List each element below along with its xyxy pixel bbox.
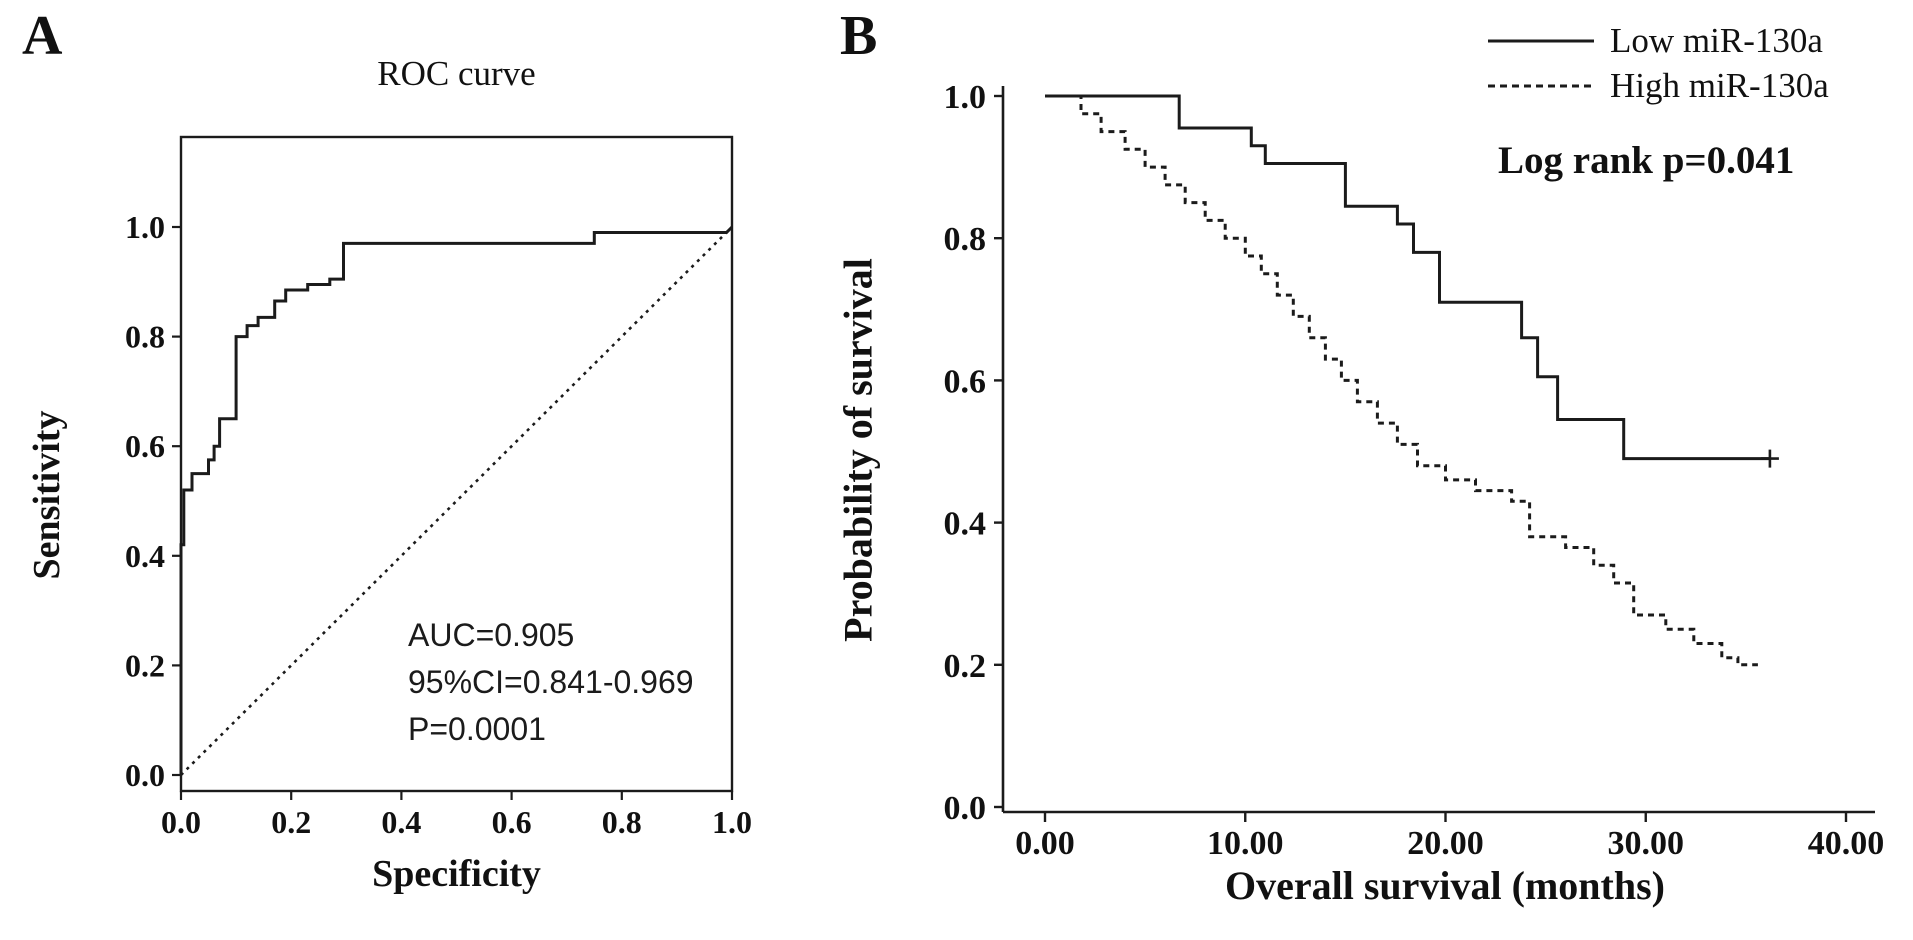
tick-label: 1.0 (944, 79, 987, 116)
tick-label: 0.2 (944, 648, 987, 685)
legend-label-low: Low miR-130a (1610, 20, 1823, 60)
tick-label: 0.4 (944, 506, 987, 543)
p-value: P=0.0001 (408, 711, 546, 747)
km-legend: Low miR-130a High miR-130a (1486, 18, 1829, 108)
km-x-axis-label: Overall survival (months) (1225, 863, 1665, 908)
tick-label: 0.2 (271, 804, 311, 840)
roc-title: ROC curve (377, 54, 536, 93)
panel-roc: A ROC curve 0.0 0.2 0.4 0.6 0.8 1.0 0.0 0.2 0.4 0… (0, 0, 810, 940)
tick-label: 1.0 (125, 209, 165, 245)
legend-item-high: High miR-130a (1486, 63, 1829, 108)
tick-label: 0.6 (944, 363, 987, 400)
tick-label: 30.00 (1608, 825, 1685, 860)
roc-curve (179, 225, 734, 775)
km-chart: 0.00 10.00 20.00 30.00 40.00 0.0 0.2 0.4 0.6 0.8 1… (944, 79, 1885, 860)
panel-survival: B Low miR-130a High miR-130a Log rank p=… (810, 0, 1913, 940)
km-high-curve (1045, 94, 1758, 667)
tick-label: 1.0 (712, 804, 752, 840)
tick-label: 40.00 (1808, 825, 1885, 860)
tick-label: 0.2 (125, 647, 165, 683)
roc-annotation: AUC=0.905 95%CI=0.841-0.969 P=0.0001 (408, 612, 694, 753)
tick-label: 0.0 (944, 790, 987, 827)
legend-label-high: High miR-130a (1610, 65, 1829, 105)
tick-label: 10.00 (1207, 825, 1284, 860)
tick-label: 0.8 (602, 804, 642, 840)
tick-label: 0.4 (125, 538, 165, 574)
tick-label: 0.0 (125, 757, 165, 793)
km-low-curve (1045, 94, 1770, 461)
reference-line (180, 226, 733, 776)
roc-y-axis-label: Sensitivity (26, 410, 68, 580)
tick-label: 0.8 (125, 319, 165, 355)
tick-label: 20.00 (1407, 825, 1484, 860)
roc-chart: 0.0 0.2 0.4 0.6 0.8 1.0 0.0 0.2 0.4 0.6 0.8 1.0 (125, 135, 752, 840)
panel-a-label: A (22, 5, 63, 67)
solid-line-sample (1488, 39, 1594, 42)
dashed-line-sample (1488, 84, 1594, 87)
legend-item-low: Low miR-130a (1486, 18, 1829, 63)
logrank-p-value: Log rank p=0.041 (1498, 139, 1795, 182)
roc-x-axis-label: Specificity (372, 853, 541, 895)
tick-label: 0.00 (1015, 825, 1075, 860)
km-y-axis-label: Probability of survival (835, 258, 881, 642)
roc-plot-box (179, 135, 734, 793)
tick-label: 0.6 (492, 804, 532, 840)
tick-label: 0.0 (161, 804, 201, 840)
panel-b-label: B (840, 5, 878, 67)
tick-label: 0.4 (381, 804, 421, 840)
tick-label: 0.6 (125, 428, 165, 464)
ci-value: 95%CI=0.841-0.969 (408, 664, 694, 700)
tick-label: 0.8 (944, 221, 987, 258)
auc-value: AUC=0.905 (408, 617, 575, 653)
